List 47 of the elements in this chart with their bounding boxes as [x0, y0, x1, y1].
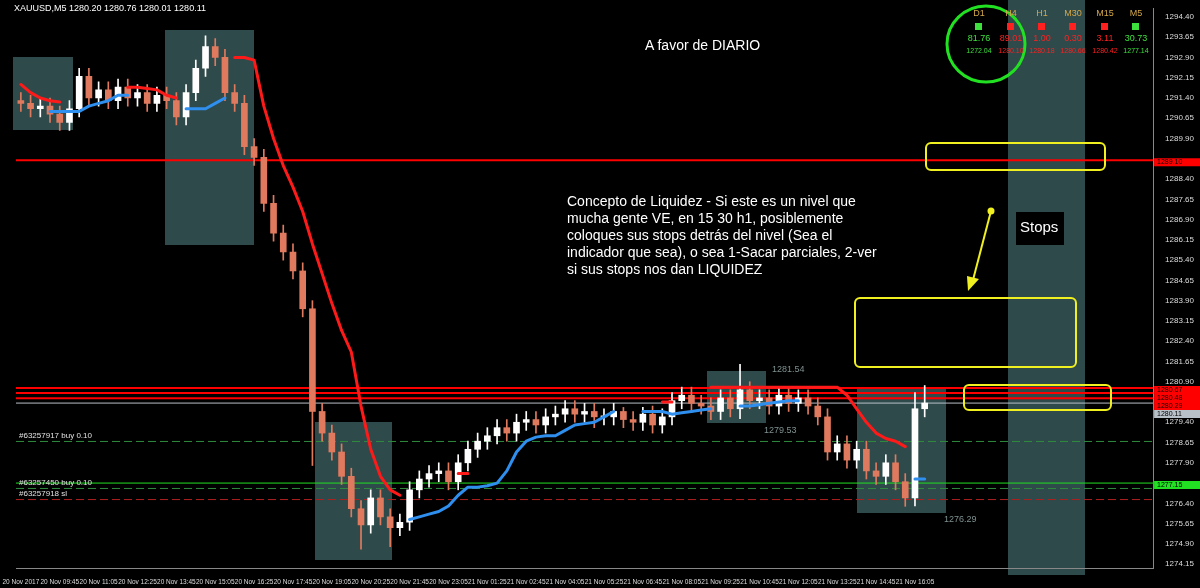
y-tick-label: 1284.65: [1165, 275, 1195, 285]
y-tick-label: 1281.65: [1165, 356, 1195, 366]
y-tick-label: 1275.65: [1165, 518, 1195, 528]
ref-line-label: #63257918 sl: [19, 488, 68, 498]
y-tick-label: 1282.40: [1165, 336, 1195, 346]
y-tick-label: 1278.65: [1165, 437, 1195, 447]
annotation: 30.73: [1124, 33, 1148, 43]
annotation: 1.00: [1033, 33, 1051, 43]
candlestick: [522, 411, 530, 431]
chart-title: XAUUSD,M5 1280.20 1280.76 1280.01 1280.11: [14, 3, 206, 13]
y-tick-label: 1277.90: [1165, 458, 1195, 468]
annotation: Stops: [1016, 212, 1065, 245]
y-tick-label: 1283.90: [1165, 295, 1195, 305]
y-tick-label: 1293.65: [1165, 32, 1195, 42]
annotation: M15: [1095, 8, 1115, 18]
y-tick-label: 1274.15: [1165, 559, 1195, 569]
annotation: M30: [1063, 8, 1083, 18]
y-tick-label: 1291.40: [1165, 93, 1195, 103]
annotation: D1: [972, 8, 986, 18]
annotation: M5: [1129, 8, 1143, 18]
annotation: 81.76: [967, 33, 991, 43]
y-tick-label: 1280.90: [1165, 376, 1195, 386]
y-tick-label: 1288.40: [1165, 174, 1195, 184]
annotation: Concepto de Liquidez - Si este es un nivel que mucha gente VE, en 15 30 h1, posiblemente coloques sus stops detrás del nivel (Sea el indicador que sea), o sea 1-Sacar parciales, 2-ver si sus stops nos dan LIQUIDEZ: [567, 193, 878, 278]
y-tick-label: 1285.40: [1165, 255, 1195, 265]
annotation: H1: [1036, 8, 1048, 18]
y-tick-label: 1290.65: [1165, 113, 1195, 123]
y-tick-label: 1292.90: [1165, 52, 1195, 62]
annotation: 3.11: [1096, 33, 1114, 43]
y-tick-label: 1274.90: [1165, 539, 1195, 549]
y-tick-label: 1294.40: [1165, 12, 1195, 22]
ref-line-label: #63257917 buy 0.10: [19, 430, 93, 440]
y-tick-label: 1279.40: [1165, 417, 1195, 427]
annotation: 1279.53: [764, 425, 797, 435]
y-tick-label: 1287.65: [1165, 194, 1195, 204]
annotation: 1281.54: [772, 364, 805, 374]
y-tick-label: 1286.90: [1165, 214, 1195, 224]
y-tick-label: 1289.90: [1165, 133, 1195, 143]
annotation: 1276.29: [944, 514, 977, 524]
y-tick-label: 1292.15: [1165, 72, 1195, 82]
y-tick-label: 1276.40: [1165, 498, 1195, 508]
ref-line-label: #63257450 buy 0.10: [19, 477, 93, 487]
annotation: A favor de DIARIO: [645, 37, 761, 53]
y-tick-label: 1283.15: [1165, 316, 1195, 326]
annotation: 89.01: [999, 33, 1023, 43]
annotation: 0.30: [1064, 33, 1082, 43]
y-tick-label: 1286.15: [1165, 235, 1195, 245]
